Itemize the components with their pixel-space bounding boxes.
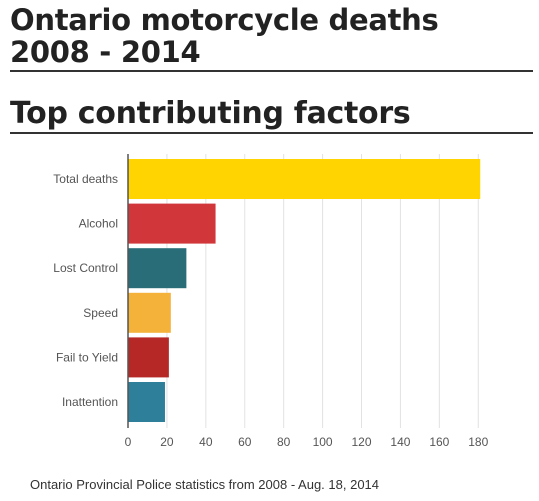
- main-title-line2: 2008 - 2014: [10, 35, 201, 69]
- category-label: Fail to Yield: [56, 350, 118, 364]
- x-tick-label: 180: [468, 435, 488, 449]
- title-block: Ontario motorcycle deaths 2008 - 2014: [10, 4, 533, 72]
- source-note: Ontario Provincial Police statistics fro…: [30, 477, 380, 492]
- bar-lost-control: [128, 248, 187, 289]
- bar-total-deaths: [128, 159, 481, 199]
- x-tick-label: 60: [238, 435, 252, 449]
- x-tick-label: 120: [351, 435, 371, 449]
- bar-chart: 0 20 40 60 80 100 120 140 160 180 Total deaths Alco…: [53, 154, 489, 449]
- x-tick-label: 20: [160, 435, 174, 449]
- bar-alcohol: [128, 203, 216, 244]
- category-label: Speed: [83, 306, 118, 320]
- x-tick-label: 100: [313, 435, 333, 449]
- chart-subtitle: Top contributing factors: [10, 96, 533, 134]
- category-label: Total deaths: [53, 172, 118, 186]
- category-label: Alcohol: [79, 217, 118, 231]
- category-label: Inattention: [62, 395, 118, 409]
- x-tick-label: 0: [125, 435, 132, 449]
- x-tick-label: 40: [199, 435, 213, 449]
- bar-inattention: [128, 382, 165, 422]
- x-tick-label: 140: [390, 435, 410, 449]
- bar-fail-to-yield: [128, 337, 169, 378]
- main-title-line1: Ontario motorcycle deaths: [10, 3, 439, 37]
- main-title: Ontario motorcycle deaths 2008 - 2014: [10, 4, 533, 72]
- bar-speed: [128, 292, 171, 333]
- x-tick-label: 160: [429, 435, 449, 449]
- category-label: Lost Control: [53, 261, 118, 275]
- x-tick-label: 80: [277, 435, 291, 449]
